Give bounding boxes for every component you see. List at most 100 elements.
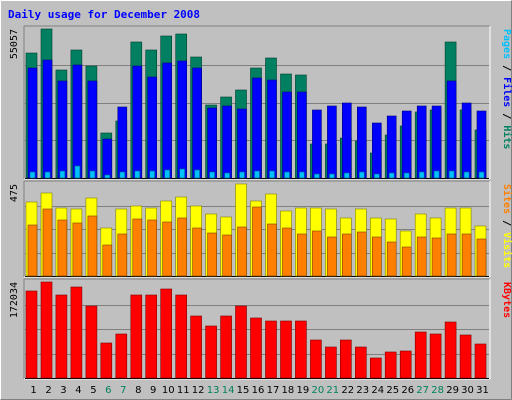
bar-files-day-26 (401, 110, 412, 179)
day-axis: 1 2 3 4 5 6 7 8 9 10 11 12 13 14 15 16 17 18 19 20 21 22 23 24 2… (30, 385, 489, 396)
bar-pages-day-4 (74, 165, 81, 179)
bar-pages-day-23 (358, 171, 365, 179)
chart-panels: 55057 Pages / Files / Hits 475 Sites / Visi… (9, 25, 512, 380)
bar-kbytes-day-25 (384, 351, 397, 379)
day-label-28: 28 (431, 385, 444, 396)
bar-pages-day-5 (89, 170, 96, 179)
bar-pages-day-2 (44, 171, 51, 179)
day-label-12: 12 (192, 385, 205, 396)
bar-pages-day-8 (134, 170, 141, 179)
bar-kbytes-day-9 (145, 294, 157, 379)
bar-sites-day-7 (117, 233, 128, 277)
bar-files-day-25 (386, 115, 397, 179)
bar-pages-day-25 (388, 172, 395, 179)
legend-entry: / (501, 107, 512, 125)
bar-pages-day-18 (284, 171, 290, 179)
day-label-21: 21 (326, 385, 339, 396)
bar-pages-day-26 (403, 172, 410, 179)
bar-kbytes-day-10 (160, 288, 172, 379)
bar-files-day-17 (267, 79, 277, 179)
day-label-11: 11 (177, 385, 190, 396)
legend-entry: KBytes (501, 282, 512, 318)
bar-kbytes-day-15 (235, 305, 247, 379)
bar-files-day-30 (461, 102, 472, 179)
bar-pages-day-19 (299, 171, 305, 179)
bar-pages-day-7 (119, 171, 126, 179)
bar-files-day-22 (341, 102, 352, 179)
bar-sites-day-25 (386, 241, 397, 277)
bar-pages-day-29 (448, 170, 455, 179)
day-label-6: 6 (105, 385, 111, 396)
bar-kbytes-day-22 (339, 339, 352, 379)
legend-entry: / (501, 59, 512, 77)
day-label-13: 13 (207, 385, 220, 396)
bar-sites-day-31 (476, 238, 487, 277)
bar-kbytes-day-11 (175, 294, 187, 379)
bar-kbytes-day-24 (369, 357, 382, 379)
bar-sites-day-27 (416, 236, 427, 277)
bar-files-day-18 (282, 91, 292, 179)
bar-files-day-20 (312, 109, 322, 179)
bar-kbytes-day-17 (265, 320, 277, 379)
bar-files-day-13 (207, 107, 217, 179)
bar-sites-day-14 (222, 234, 232, 277)
bar-kbytes-day-18 (280, 320, 292, 379)
bar-pages-day-6 (104, 174, 111, 179)
bar-files-day-2 (42, 59, 53, 179)
bar-sites-day-26 (401, 246, 412, 277)
bar-sites-day-30 (461, 233, 472, 277)
bar-sites-day-29 (446, 233, 457, 277)
bar-files-day-1 (27, 67, 38, 179)
day-label-1: 1 (30, 385, 36, 396)
bar-sites-day-21 (327, 236, 337, 277)
legend-entry: Pages (501, 29, 512, 59)
bar-files-day-5 (87, 80, 98, 179)
y-max-label: 55057 (9, 29, 20, 59)
bar-files-day-29 (446, 80, 457, 179)
y-max-label: 172034 (9, 282, 20, 318)
bar-pages-day-22 (343, 172, 350, 179)
day-label-23: 23 (356, 385, 369, 396)
bar-files-day-27 (416, 105, 427, 179)
bar-files-day-8 (132, 65, 143, 179)
bar-sites-day-22 (341, 233, 352, 277)
day-label-7: 7 (120, 385, 126, 396)
bar-files-day-21 (327, 105, 337, 179)
bar-sites-day-12 (192, 227, 202, 277)
chart-title: Daily usage for December 2008 (8, 8, 200, 21)
legend-entry: Visits (501, 232, 512, 268)
panel-visits: 475 Sites / Visits (9, 180, 512, 278)
bar-kbytes-day-16 (250, 317, 262, 379)
legend-visits: Sites / Visits (501, 184, 512, 268)
bar-sites-day-11 (177, 217, 187, 277)
panel-hits: 55057 Pages / Files / Hits (9, 25, 512, 180)
bar-kbytes-day-4 (70, 286, 83, 379)
bar-pages-day-17 (269, 170, 275, 179)
bar-files-day-14 (222, 105, 232, 179)
day-label-4: 4 (75, 385, 81, 396)
bar-sites-day-8 (132, 218, 143, 277)
bar-pages-day-20 (314, 173, 320, 179)
bar-pages-day-16 (254, 170, 260, 179)
bar-kbytes-day-30 (459, 334, 472, 379)
day-label-30: 30 (461, 385, 474, 396)
bar-kbytes-day-13 (205, 325, 217, 379)
bar-sites-day-6 (102, 244, 113, 277)
bar-sites-day-4 (72, 222, 83, 277)
bar-sites-day-2 (42, 208, 53, 277)
bar-kbytes-day-31 (474, 343, 487, 379)
bar-kbytes-day-28 (429, 333, 442, 379)
day-label-29: 29 (446, 385, 459, 396)
bar-kbytes-day-2 (40, 281, 53, 379)
bar-sites-day-16 (252, 206, 262, 277)
bar-files-day-24 (371, 122, 382, 179)
bar-files-day-12 (192, 67, 202, 179)
bar-sites-day-23 (356, 231, 367, 277)
bar-files-day-4 (72, 64, 83, 179)
bar-pages-day-15 (239, 171, 245, 179)
bar-pages-day-28 (433, 170, 440, 179)
bar-files-day-23 (356, 106, 367, 179)
bar-pages-day-12 (194, 169, 200, 179)
bar-kbytes-day-8 (130, 294, 143, 379)
